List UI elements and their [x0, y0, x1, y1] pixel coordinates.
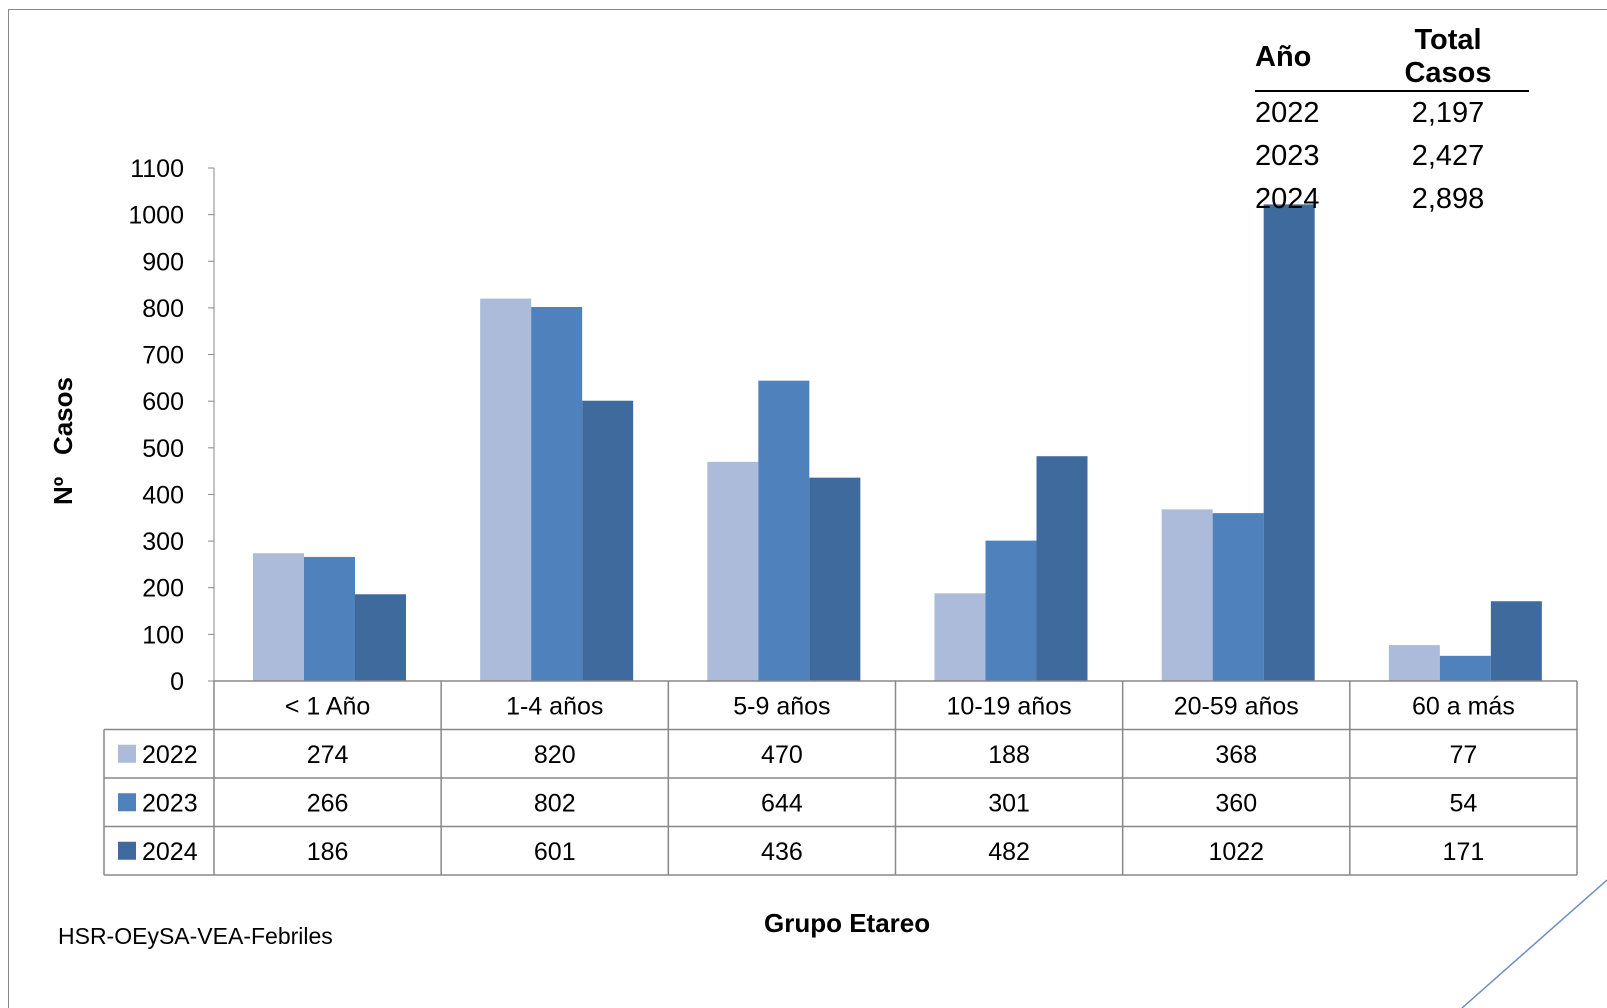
- bar-2024: [1036, 456, 1088, 681]
- bar-2022: [707, 461, 759, 681]
- x-axis-label: Grupo Etareo: [764, 908, 931, 938]
- bar-2023: [531, 306, 583, 681]
- bar-2022: [1161, 509, 1213, 681]
- bar-2023: [304, 556, 355, 681]
- data-label: 266: [307, 789, 349, 817]
- x-tick-label: 60 a más: [1412, 692, 1515, 720]
- y-tick-label: 0: [170, 668, 184, 696]
- bar-2022: [1388, 645, 1440, 681]
- legend-label: 2022: [142, 741, 198, 769]
- y-tick-label: 800: [142, 295, 184, 323]
- summary-total: 2,427: [1411, 140, 1485, 172]
- bar-2024: [582, 400, 634, 681]
- total-cases-summary: Año Total Casos 2022 2,197 2023 2,427 20…: [1255, 24, 1529, 221]
- bar-2024: [1490, 601, 1542, 681]
- legend-label: 2024: [142, 838, 198, 866]
- data-label: 360: [1215, 789, 1257, 817]
- bar-2022: [253, 553, 304, 681]
- data-label: 77: [1450, 741, 1478, 769]
- bar-2022: [480, 298, 532, 681]
- summary-row: 2024 2,898: [1255, 178, 1529, 221]
- data-label: 802: [534, 789, 576, 817]
- data-label: 171: [1443, 838, 1485, 866]
- data-label: 482: [988, 838, 1030, 866]
- y-tick-label: 600: [142, 388, 184, 416]
- y-tick-label: 1100: [130, 155, 184, 183]
- data-label: 644: [761, 789, 803, 817]
- legend-key-2024: [118, 841, 136, 860]
- summary-year: 2024: [1255, 183, 1320, 215]
- x-tick-label: < 1 Año: [285, 692, 371, 720]
- source-note: HSR-OEySA-VEA-Febriles: [58, 923, 333, 949]
- y-tick-label: 700: [142, 342, 184, 370]
- y-tick-label: 100: [142, 621, 184, 649]
- data-label: 301: [988, 789, 1030, 817]
- data-label: 601: [534, 838, 576, 866]
- data-label: 436: [761, 838, 803, 866]
- legend-key-2023: [118, 793, 136, 812]
- summary-year: 2022: [1255, 97, 1320, 129]
- bar-2023: [985, 540, 1037, 681]
- data-label: 470: [761, 741, 803, 769]
- x-tick-label: 1-4 años: [506, 692, 603, 720]
- summary-total: 2,197: [1411, 97, 1485, 129]
- y-tick-label: 300: [142, 528, 184, 556]
- data-label: 188: [988, 741, 1030, 769]
- data-label: 1022: [1208, 838, 1264, 866]
- data-label: 368: [1215, 741, 1257, 769]
- y-tick-label: 900: [142, 248, 184, 276]
- legend-label: 2023: [142, 789, 198, 817]
- summary-year: 2023: [1255, 140, 1320, 172]
- x-tick-label: 10-19 años: [947, 692, 1072, 720]
- summary-header-total: Total Casos: [1367, 24, 1529, 92]
- bar-2022: [934, 593, 986, 681]
- decorative-line: [1461, 879, 1607, 1008]
- y-tick-label: 400: [142, 481, 184, 509]
- bar-2023: [1212, 513, 1264, 681]
- summary-row: 2022 2,197: [1255, 91, 1529, 135]
- bar-2024: [1263, 204, 1315, 682]
- summary-total: 2,898: [1411, 183, 1485, 215]
- data-label: 186: [307, 838, 349, 866]
- data-label: 274: [307, 741, 349, 769]
- bar-2023: [758, 380, 810, 681]
- x-tick-label: 5-9 años: [733, 692, 830, 720]
- chart-frame: [8, 9, 1607, 1008]
- data-label: 54: [1450, 789, 1478, 817]
- legend-key-2022: [118, 744, 136, 763]
- summary-header-year: Año: [1255, 24, 1367, 92]
- summary-row: 2023 2,427: [1255, 135, 1529, 178]
- x-tick-label: 20-59 años: [1174, 692, 1299, 720]
- y-tick-label: 500: [142, 435, 184, 463]
- bar-2023: [1439, 655, 1491, 681]
- y-tick-label: 1000: [128, 202, 184, 230]
- bar-2024: [355, 594, 406, 681]
- y-axis-label: Nº Casos: [48, 377, 78, 505]
- y-tick-label: 200: [142, 575, 184, 603]
- bar-2024: [809, 477, 861, 681]
- data-label: 820: [534, 741, 576, 769]
